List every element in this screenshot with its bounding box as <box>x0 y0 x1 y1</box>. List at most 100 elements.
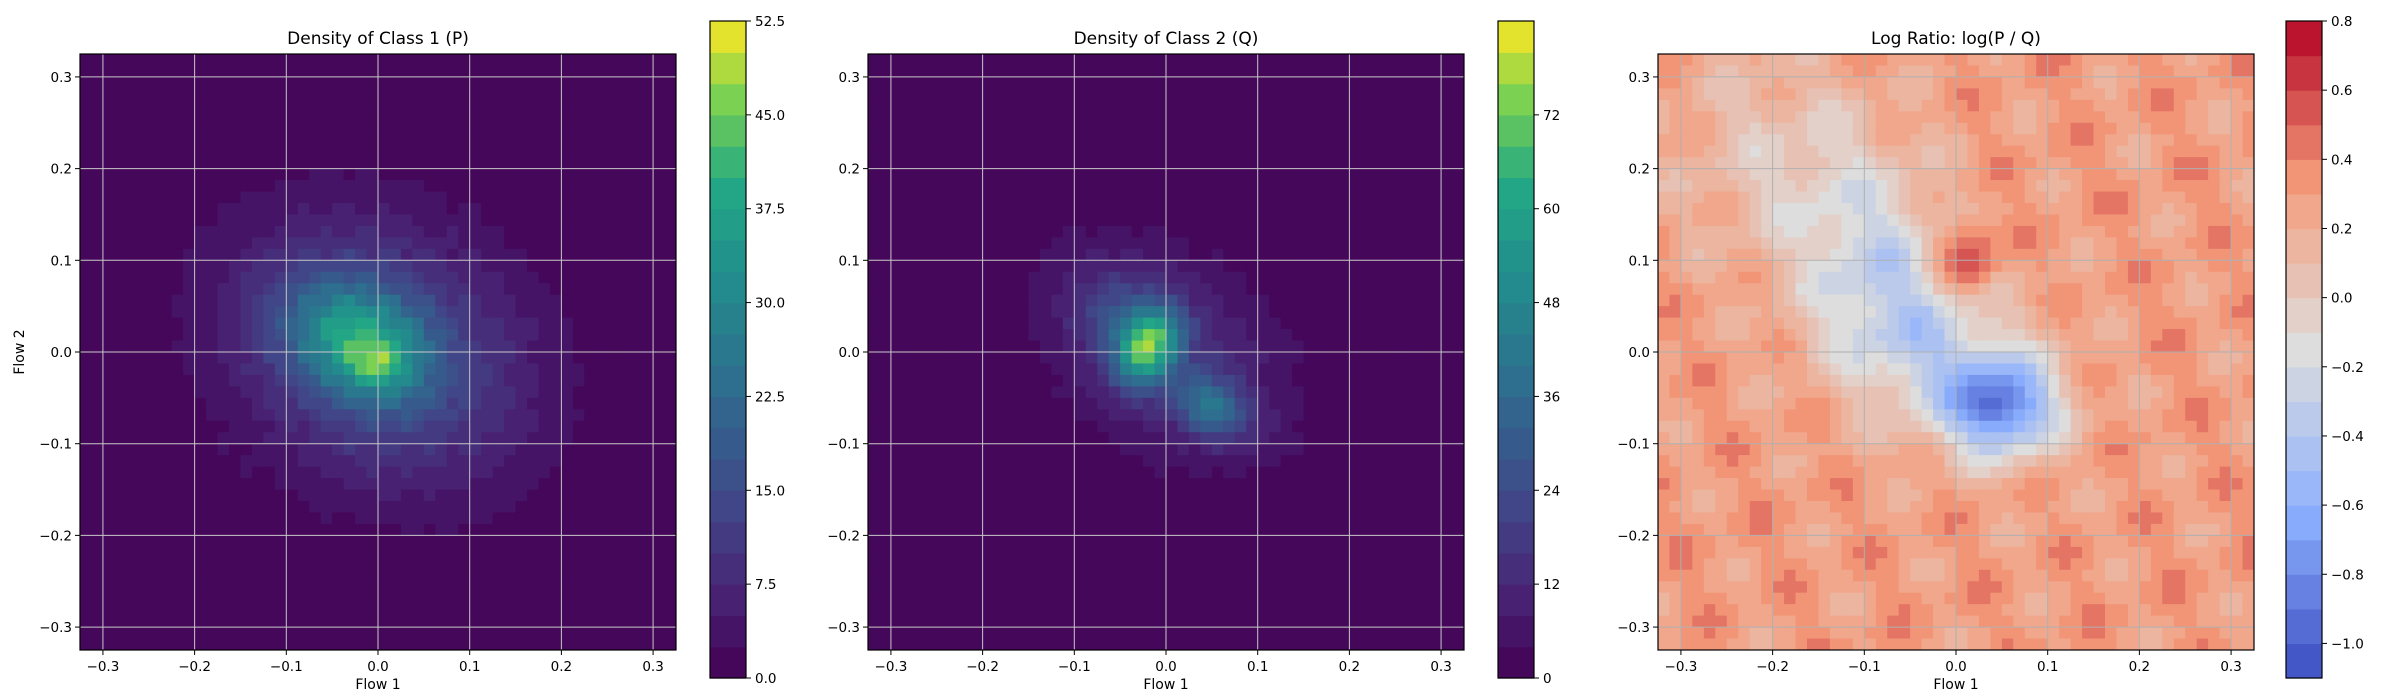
heatmap-cell <box>435 638 448 650</box>
heatmap-cell <box>1315 523 1328 536</box>
heatmap-cell <box>890 615 903 628</box>
heatmap-cell <box>1005 478 1018 491</box>
heatmap-cell <box>913 191 926 204</box>
heatmap-cell <box>1051 569 1064 582</box>
heatmap-cell <box>1211 168 1224 181</box>
heatmap-cell <box>1257 523 1270 536</box>
heatmap-cell <box>504 443 517 456</box>
heatmap-cell <box>194 271 207 284</box>
heatmap-cell <box>481 306 494 319</box>
heatmap-cell <box>1315 145 1328 158</box>
heatmap-cell <box>400 397 413 410</box>
heatmap-cell <box>423 478 436 491</box>
heatmap-cell <box>1246 627 1259 640</box>
heatmap-cell <box>297 455 310 468</box>
heatmap-cell <box>1269 455 1282 468</box>
heatmap-cell <box>1131 214 1144 227</box>
heatmap-cell <box>936 397 949 410</box>
heatmap-cell <box>469 248 482 261</box>
heatmap-cell <box>902 581 915 594</box>
heatmap-cell <box>194 374 207 387</box>
heatmap-cell <box>1131 283 1144 296</box>
heatmap-cell <box>538 386 551 399</box>
heatmap-cell <box>1051 581 1064 594</box>
heatmap-cell <box>1062 535 1075 548</box>
heatmap-cell <box>251 523 264 536</box>
heatmap-cell <box>994 420 1007 433</box>
heatmap-cell <box>125 134 138 147</box>
heatmap-cell <box>1166 523 1179 536</box>
heatmap-cell <box>80 294 93 307</box>
heatmap-cell <box>1200 237 1213 250</box>
heatmap-cell <box>125 260 138 273</box>
heatmap-cell <box>1303 478 1316 491</box>
heatmap-cell <box>423 432 436 445</box>
heatmap-cell <box>435 455 448 468</box>
heatmap-cell <box>1177 604 1190 617</box>
heatmap-cell <box>1017 203 1030 216</box>
heatmap-cell <box>1211 592 1224 605</box>
heatmap-cell <box>125 455 138 468</box>
heatmap-cell <box>1143 203 1156 216</box>
heatmap-cell <box>641 88 654 101</box>
heatmap-cell <box>1131 145 1144 158</box>
heatmap-cell <box>936 111 949 124</box>
heatmap-cell <box>607 363 620 376</box>
heatmap-cell <box>1017 386 1030 399</box>
heatmap-cell <box>607 546 620 559</box>
heatmap-cell <box>423 180 436 193</box>
heatmap-cell <box>561 478 574 491</box>
heatmap-cell <box>1349 134 1362 147</box>
heatmap-cell <box>481 111 494 124</box>
heatmap-cell <box>206 203 219 216</box>
heatmap-cell <box>664 329 676 342</box>
heatmap-cell <box>1097 317 1110 330</box>
heatmap-cell <box>607 592 620 605</box>
heatmap-cell <box>1303 214 1316 227</box>
heatmap-cell <box>971 558 984 571</box>
heatmap-cell <box>1269 592 1282 605</box>
heatmap-cell <box>948 535 961 548</box>
heatmap-cell <box>1131 512 1144 525</box>
heatmap-cell <box>469 604 482 617</box>
heatmap-cell <box>584 99 597 112</box>
heatmap-cell <box>664 168 676 181</box>
heatmap-cell <box>1108 248 1121 261</box>
heatmap-cell <box>160 294 173 307</box>
heatmap-cell <box>263 432 276 445</box>
heatmap-cell <box>1062 374 1075 387</box>
heatmap-cell <box>982 501 995 514</box>
heatmap-cell <box>1257 363 1270 376</box>
heatmap-cell <box>148 329 161 342</box>
heatmap-cell <box>137 191 150 204</box>
heatmap-cell <box>572 111 585 124</box>
heatmap-cell <box>171 65 184 78</box>
heatmap-cell <box>286 627 299 640</box>
heatmap-cell <box>1292 363 1305 376</box>
heatmap-cell <box>1074 409 1087 422</box>
heatmap-cell <box>1108 478 1121 491</box>
heatmap-cell <box>148 214 161 227</box>
heatmap-cell <box>1051 260 1064 273</box>
heatmap-cell <box>1131 54 1144 67</box>
heatmap-cell <box>948 592 961 605</box>
heatmap-cell <box>229 145 242 158</box>
heatmap-cell <box>1143 352 1156 365</box>
heatmap-cell <box>595 558 608 571</box>
heatmap-cell <box>309 191 322 204</box>
heatmap-cell <box>618 397 631 410</box>
heatmap-cell <box>240 65 253 78</box>
heatmap-cell <box>1051 340 1064 353</box>
heatmap-cell <box>1120 397 1133 410</box>
heatmap-cell <box>1097 569 1110 582</box>
heatmap-cell <box>412 374 425 387</box>
heatmap-cell <box>251 145 264 158</box>
heatmap-cell <box>1269 409 1282 422</box>
heatmap-cell <box>378 214 391 227</box>
heatmap-cell <box>890 157 903 170</box>
heatmap-cell <box>423 592 436 605</box>
heatmap-cell <box>148 54 161 67</box>
heatmap-cell <box>412 455 425 468</box>
heatmap-cell <box>1131 180 1144 193</box>
heatmap-cell <box>925 203 938 216</box>
